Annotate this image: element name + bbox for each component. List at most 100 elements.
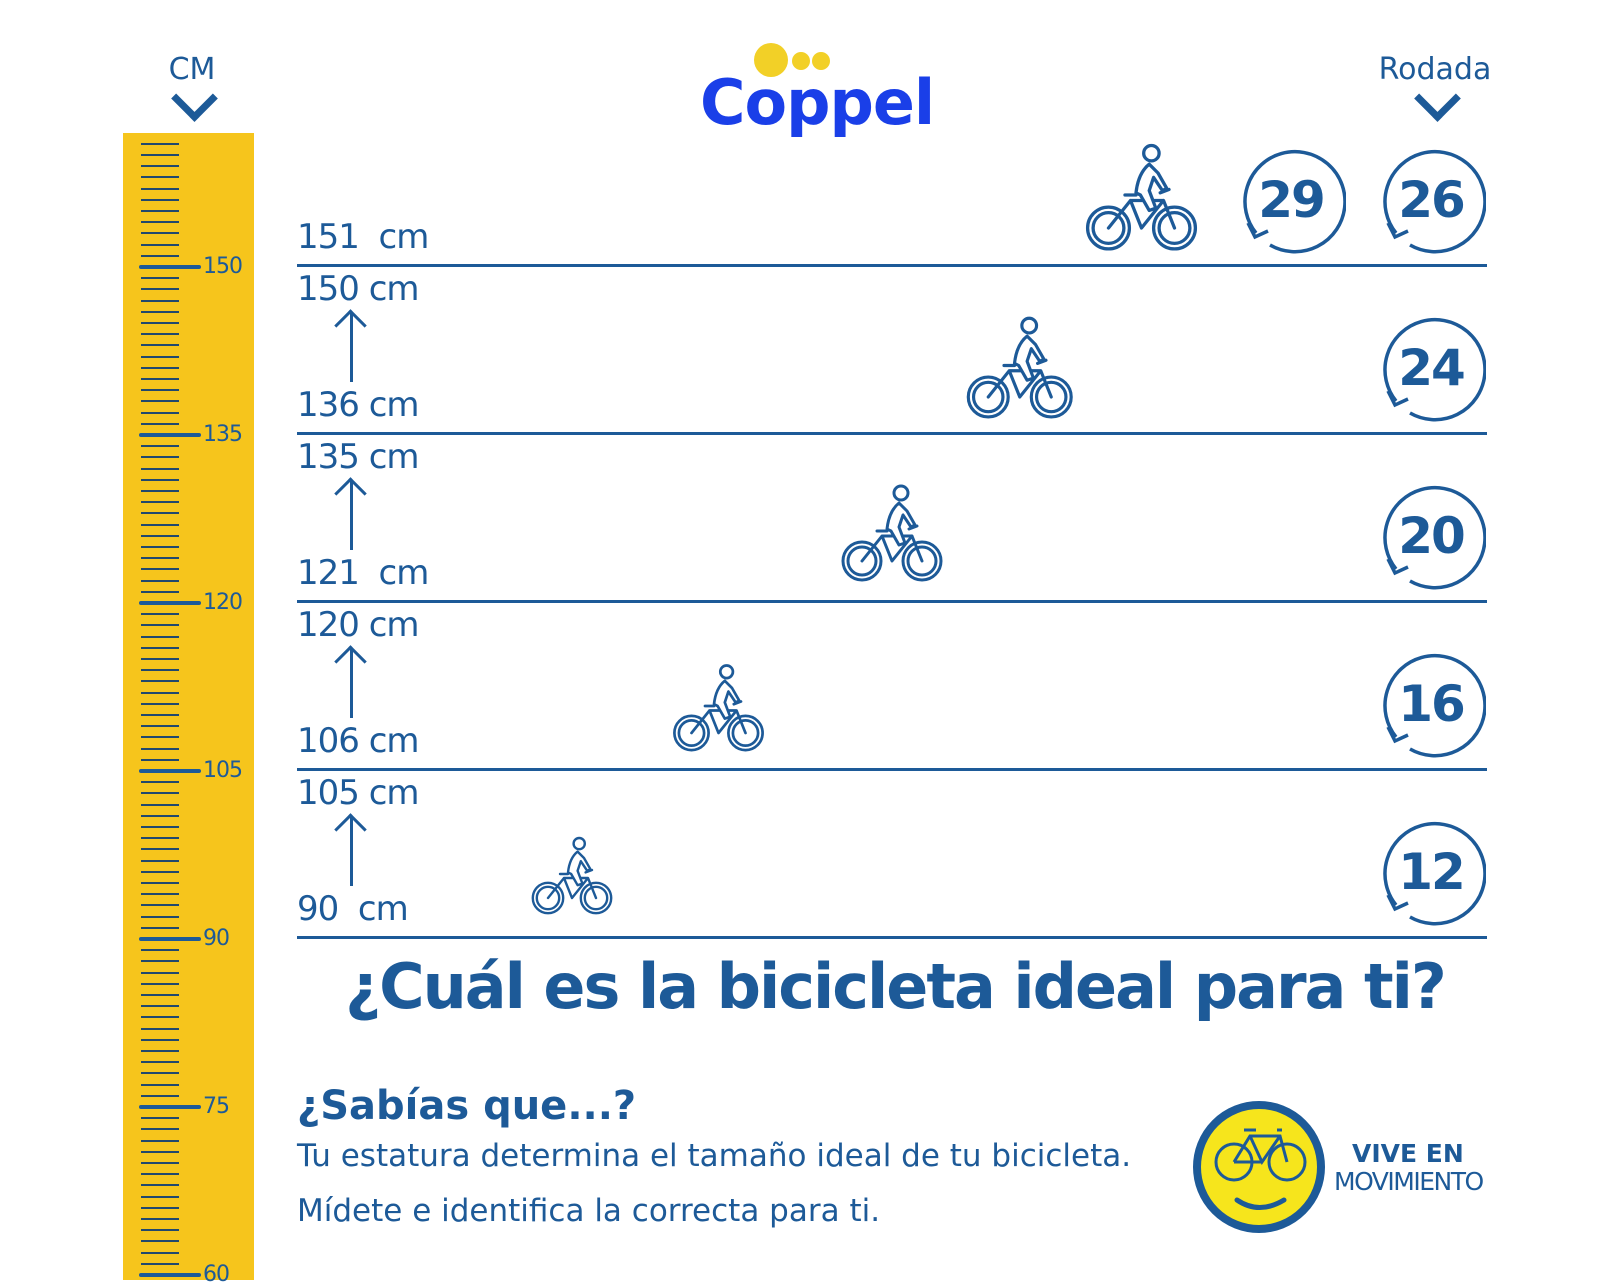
- ruler-tick: [141, 646, 179, 649]
- ruler-tick: [141, 254, 179, 257]
- ruler-tick: [141, 1094, 179, 1097]
- ruler-tick: [141, 1262, 179, 1265]
- ruler-tick: [141, 926, 179, 929]
- wheel-size: 16: [1398, 675, 1466, 733]
- wheel-size-badge: 29: [1236, 145, 1347, 255]
- ruler-tick: [141, 546, 179, 548]
- ruler-tick: [141, 994, 179, 996]
- wheel-size: 12: [1398, 843, 1466, 901]
- ruler-tick: [141, 355, 179, 358]
- ruler-tick: [141, 814, 179, 817]
- circular-arrow-icon: [1383, 149, 1487, 254]
- ruler-tick: [141, 1050, 179, 1052]
- ruler-tick: [141, 725, 179, 728]
- ruler-tick: [141, 422, 179, 425]
- ruler-tick: [141, 456, 179, 459]
- ruler-tick: [141, 344, 179, 347]
- ruler-major-tick: [139, 769, 201, 773]
- row-min-height: 136 cm: [297, 385, 420, 425]
- up-arrow-icon: [350, 312, 353, 382]
- ruler-tick: [141, 1218, 179, 1220]
- ruler-label: 135: [203, 422, 243, 447]
- cyclist-icon: [962, 313, 1078, 433]
- ruler-tick: [141, 523, 179, 526]
- ruler-tick: [141, 915, 179, 918]
- ruler-tick: [141, 389, 179, 392]
- ruler-label: 150: [203, 254, 243, 279]
- row-divider: [297, 432, 1487, 435]
- ruler-tick: [141, 187, 179, 190]
- vive-en-movimiento-logo: [1192, 1100, 1327, 1235]
- coppel-logo: Coppel: [700, 40, 935, 150]
- logo-dot-large: [754, 43, 788, 77]
- ruler-tick: [141, 691, 179, 694]
- ruler-tick: [141, 1139, 179, 1142]
- ruler-tick: [141, 400, 179, 403]
- ruler-tick: [141, 590, 179, 593]
- smiley-bike-icon: [1193, 1101, 1325, 1233]
- ruler-tick: [141, 366, 179, 369]
- ruler-tick: [141, 758, 179, 761]
- cyclist-icon: [669, 661, 768, 764]
- ruler-tick: [141, 1251, 179, 1254]
- logo-dot: [812, 52, 830, 70]
- ruler-tick: [141, 512, 179, 515]
- circular-arrow-icon: [1383, 821, 1487, 926]
- ruler-tick: [141, 288, 179, 291]
- ruler-label: 60: [203, 1262, 230, 1287]
- ruler-tick: [141, 1128, 179, 1131]
- rodada-header: Rodada: [1378, 52, 1492, 87]
- ruler-tick: [141, 893, 179, 896]
- wheel-size: 29: [1258, 171, 1326, 229]
- ruler-tick: [141, 445, 179, 448]
- ruler-tick: [141, 322, 179, 324]
- ruler-tick: [141, 378, 179, 380]
- ruler-tick: [141, 792, 179, 795]
- ruler-major-tick: [139, 433, 201, 437]
- ruler-tick: [141, 1027, 179, 1030]
- ruler-tick: [141, 837, 179, 840]
- wheel-size-badge: 24: [1376, 313, 1487, 423]
- ruler-tick: [141, 882, 179, 884]
- ruler-tick: [141, 411, 179, 414]
- row-min-height: 121 cm: [297, 553, 429, 593]
- wheel-size-badge: 26: [1376, 145, 1487, 255]
- ruler-tick: [141, 848, 179, 851]
- cyclist-icon: [528, 834, 616, 925]
- ruler-tick: [141, 568, 179, 571]
- ruler-tick: [141, 221, 179, 224]
- ruler-tick: [141, 176, 179, 179]
- ruler-tick: [141, 1195, 179, 1198]
- row-height-label: 151 cm: [297, 217, 429, 257]
- info-heading: ¿Sabías que...?: [297, 1083, 637, 1129]
- ruler-tick: [141, 1173, 179, 1176]
- ruler-tick: [141, 198, 179, 201]
- page-title: ¿Cuál es la bicicleta ideal para ti?: [345, 950, 1447, 1023]
- info-line-1: Tu estatura determina el tamaño ideal de…: [297, 1138, 1132, 1174]
- ruler-tick: [141, 613, 179, 616]
- circular-arrow-icon: [1383, 485, 1487, 590]
- badge-line-1: VIVE EN: [1352, 1139, 1464, 1168]
- height-ruler: 150 135 120 105 90 75 60: [123, 133, 254, 1287]
- wheel-size-badge: 20: [1376, 481, 1487, 591]
- ruler-tick: [141, 210, 179, 212]
- ruler-tick: [141, 1072, 179, 1075]
- ruler-tick: [141, 747, 179, 750]
- row-divider: [297, 600, 1487, 603]
- ruler-tick: [141, 501, 179, 504]
- wheel-size: 24: [1398, 339, 1466, 397]
- row-max-height: 105 cm: [297, 773, 420, 813]
- logo-text: Coppel: [700, 66, 935, 139]
- ruler-tick: [141, 478, 179, 481]
- ruler-tick: [141, 1083, 179, 1086]
- ruler-tick: [141, 1150, 179, 1153]
- ruler-tick: [141, 859, 179, 862]
- ruler-label: 90: [203, 926, 230, 951]
- cm-header: CM: [168, 52, 216, 87]
- row-max-height: 150 cm: [297, 269, 420, 309]
- circular-arrow-icon: [1383, 317, 1487, 422]
- ruler-tick: [141, 949, 179, 952]
- row-divider: [297, 768, 1487, 771]
- ruler-major-tick: [139, 265, 201, 269]
- wheel-size: 26: [1398, 171, 1466, 229]
